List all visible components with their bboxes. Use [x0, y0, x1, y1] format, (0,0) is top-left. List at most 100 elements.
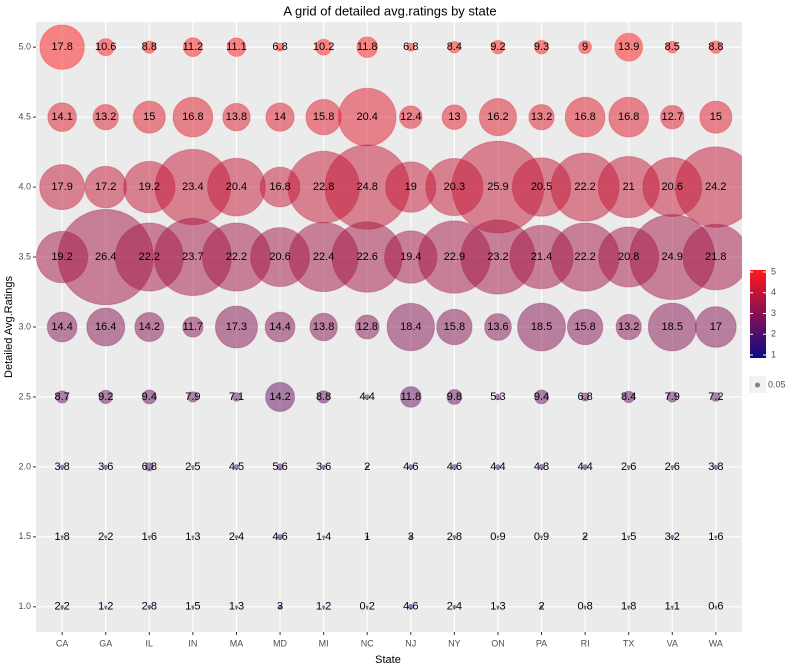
data-label: 8.8: [316, 391, 331, 403]
data-label: 4.5: [229, 461, 244, 473]
bubble: [694, 306, 737, 348]
bubble: [132, 100, 166, 134]
y-tick-label: 2.5: [18, 391, 31, 401]
x-tick-label: GA: [99, 638, 112, 648]
data-label: 6.8: [272, 41, 287, 53]
bubble: [96, 38, 115, 57]
data-label: 1.8: [54, 531, 69, 543]
bubble: [364, 394, 371, 400]
data-label: 20.5: [531, 181, 552, 193]
bubble: [627, 535, 631, 539]
bubble: [566, 308, 604, 346]
bubble: [187, 391, 199, 403]
bubble: [277, 533, 283, 540]
bubble: [452, 534, 457, 539]
data-label: 8.7: [54, 391, 69, 403]
data-label: 9.2: [490, 41, 505, 53]
data-label: 0.9: [534, 531, 549, 543]
data-label: 2.4: [229, 531, 244, 543]
data-label: 1.6: [142, 531, 157, 543]
data-label: 13.8: [313, 321, 334, 333]
data-label: 24.8: [356, 181, 377, 193]
data-label: 9: [582, 41, 588, 53]
data-label: 19.4: [400, 251, 421, 263]
bubble: [406, 42, 416, 52]
bubble: [144, 462, 154, 472]
y-tick-label: 1.0: [18, 601, 31, 611]
data-label: 15.8: [574, 321, 595, 333]
data-label: 5.6: [272, 461, 287, 473]
data-label: 17.3: [226, 321, 247, 333]
data-label: 16.4: [95, 321, 116, 333]
x-tick-label: IN: [188, 638, 197, 648]
data-label: 3: [408, 531, 414, 543]
data-label: 11.8: [400, 391, 421, 403]
data-label: 4.6: [272, 531, 287, 543]
bubble: [134, 311, 165, 343]
data-label: 21: [623, 181, 635, 193]
data-label: 13.2: [531, 111, 552, 123]
data-label: 15: [710, 111, 722, 123]
data-label: 22.2: [226, 251, 247, 263]
bubble: [582, 464, 588, 470]
bubble: [714, 605, 718, 609]
data-label: 23.7: [182, 251, 203, 263]
x-tick-label: MD: [273, 638, 287, 648]
bubble: [60, 535, 64, 539]
data-label: 17.9: [51, 181, 72, 193]
bubble: [354, 314, 380, 340]
data-label: 19.2: [51, 251, 72, 263]
data-label: 6.8: [577, 391, 592, 403]
bubble: [322, 605, 326, 609]
bubble: [666, 391, 678, 403]
bubble: [710, 391, 721, 402]
data-label: 22.2: [574, 251, 595, 263]
bubble: [104, 605, 108, 609]
y-tick-label: 5.0: [18, 42, 31, 52]
data-label: 4.6: [447, 461, 462, 473]
bubble: [92, 103, 119, 131]
bubble: [39, 164, 86, 211]
bubble: [713, 464, 719, 470]
bubble: [277, 604, 283, 609]
bubble: [386, 302, 435, 352]
bubble: [626, 464, 631, 469]
data-label: 0.6: [708, 601, 723, 613]
data-label: 3.8: [54, 461, 69, 473]
data-label: 23.4: [182, 181, 203, 193]
bubble: [408, 534, 413, 539]
bubble: [182, 316, 204, 338]
y-tick-label: 3.5: [18, 251, 31, 261]
data-label: 1: [364, 531, 370, 543]
bubble: [315, 38, 333, 56]
data-label: 24.2: [705, 181, 726, 193]
bubble: [46, 311, 78, 343]
data-label: 11.2: [183, 41, 204, 53]
data-label: 14: [274, 111, 286, 123]
data-label: 2.4: [447, 601, 462, 613]
data-label: 11.1: [226, 41, 247, 53]
bubble: [608, 96, 650, 138]
data-label: 18.5: [662, 321, 683, 333]
bubble: [451, 463, 458, 470]
bubble: [494, 393, 502, 401]
data-label: 12.4: [400, 111, 421, 123]
data-label: 21.8: [705, 251, 726, 263]
bubble: [275, 42, 285, 52]
bubble: [59, 464, 65, 470]
x-tick-label: TX: [623, 638, 635, 648]
bubble: [496, 605, 500, 609]
bubble: [142, 40, 156, 54]
y-tick-label: 1.5: [18, 531, 31, 541]
data-label: 1.2: [316, 601, 331, 613]
bubble: [39, 24, 85, 70]
data-label: 13.2: [95, 111, 116, 123]
bubble: [103, 464, 109, 470]
data-label: 3.6: [316, 461, 331, 473]
bubble: [448, 40, 461, 54]
data-label: 8.8: [708, 41, 723, 53]
data-label: 10.2: [313, 41, 334, 53]
data-label: 0.9: [490, 531, 505, 543]
data-label: 20.6: [269, 251, 290, 263]
data-label: 6.8: [403, 41, 418, 53]
